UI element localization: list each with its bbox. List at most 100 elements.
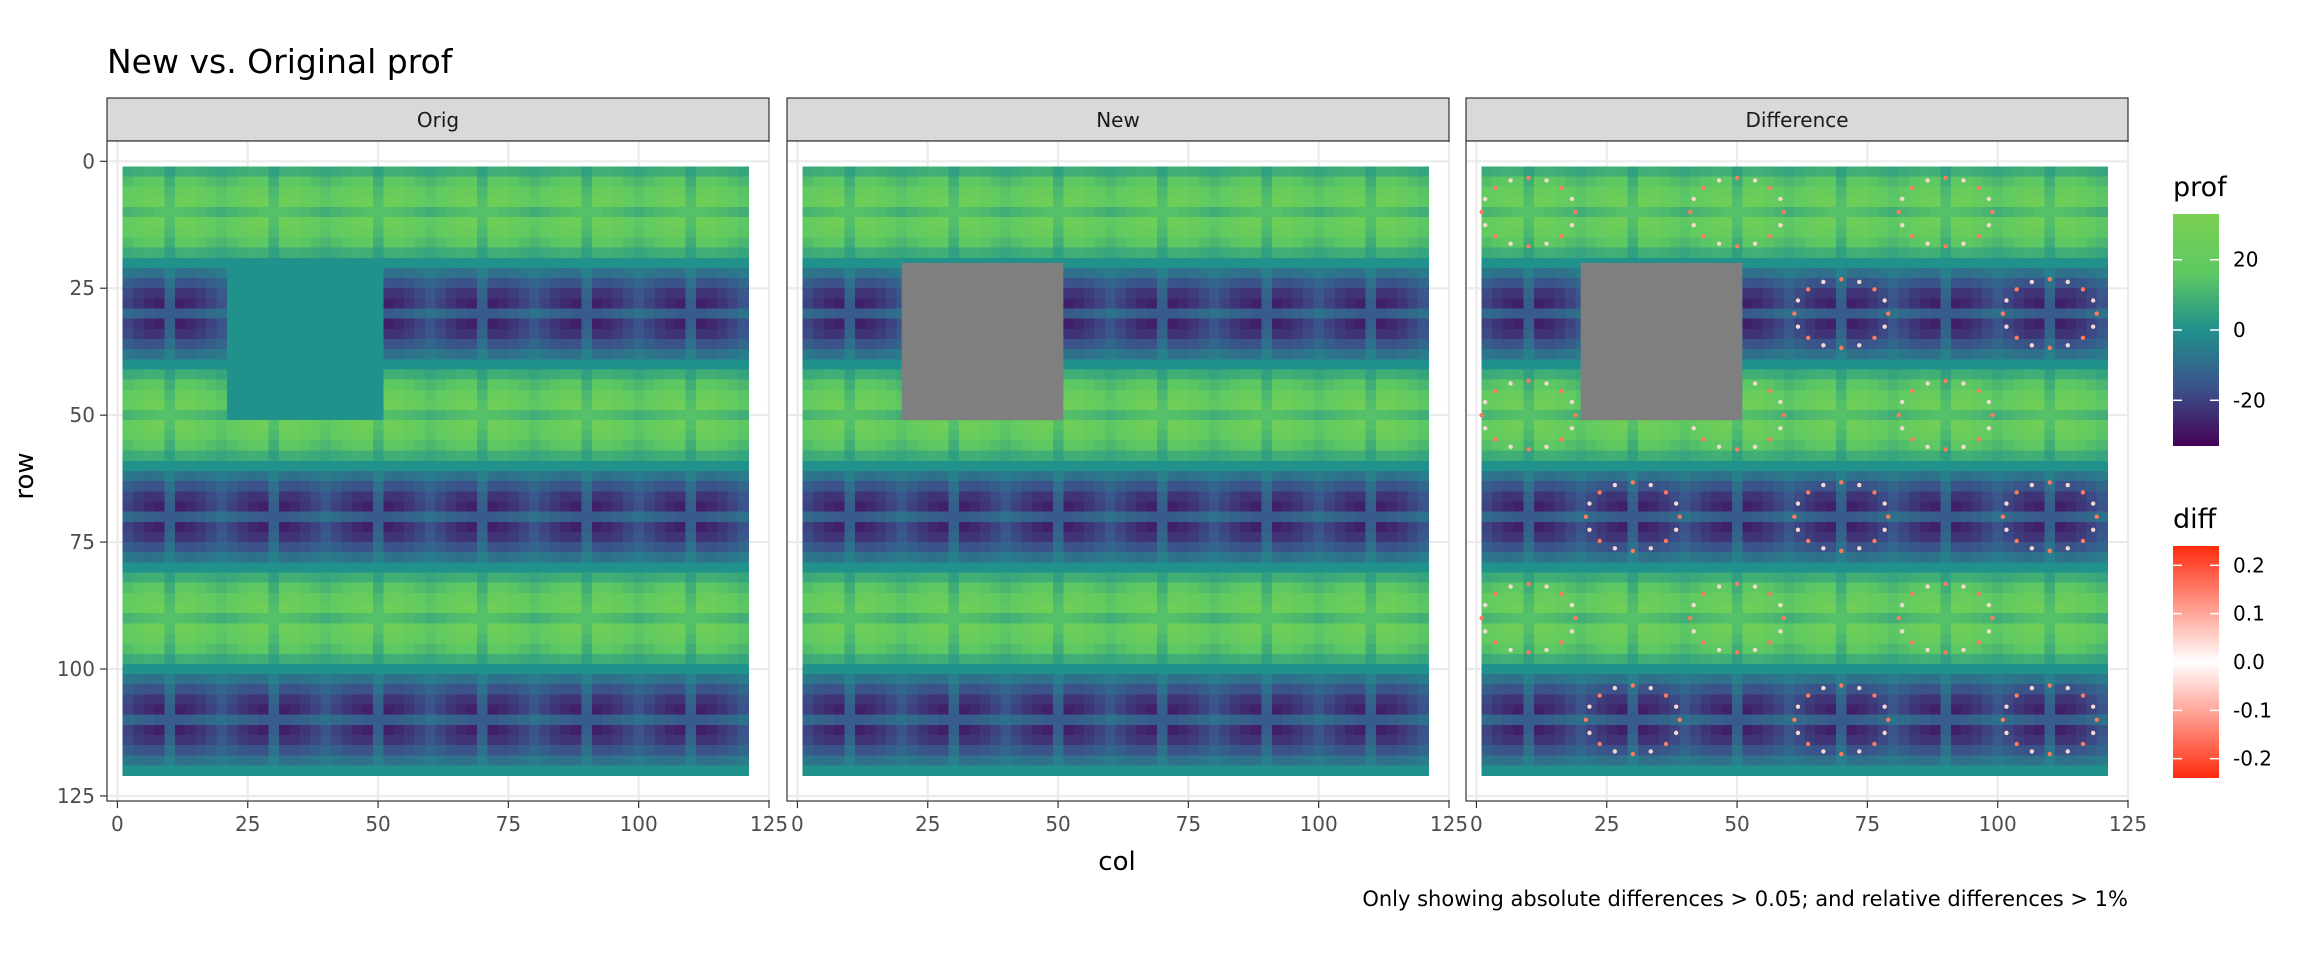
heatmap-tile	[383, 380, 394, 391]
heatmap-tile	[404, 562, 415, 573]
heatmap-tile	[1147, 380, 1158, 391]
heatmap-tile	[738, 694, 749, 705]
heatmap-tile	[488, 187, 499, 198]
heatmap-tile	[331, 278, 342, 289]
heatmap-tile	[529, 512, 540, 523]
heatmap-tile	[196, 197, 207, 208]
heatmap-tile	[279, 583, 290, 594]
heatmap-tile	[876, 207, 887, 218]
heatmap-tile	[613, 512, 624, 523]
heatmap-tile	[164, 248, 175, 259]
heatmap-tile	[300, 471, 311, 482]
heatmap-tile	[383, 258, 394, 269]
heatmap-tile	[855, 349, 866, 360]
heatmap-tile	[394, 288, 405, 299]
heatmap-tile	[321, 410, 332, 421]
heatmap-tile	[571, 278, 582, 289]
heatmap-tile	[488, 491, 499, 502]
heatmap-tile	[1105, 309, 1116, 320]
heatmap-tile	[613, 278, 624, 289]
heatmap-tile	[446, 532, 457, 543]
heatmap-tile	[876, 217, 887, 228]
heatmap-tile	[1042, 207, 1053, 218]
heatmap-tile	[1115, 207, 1126, 218]
heatmap-tile	[686, 491, 697, 502]
heatmap-tile	[529, 522, 540, 533]
heatmap-tile	[415, 633, 426, 644]
heatmap-tile	[519, 451, 530, 462]
heatmap-tile	[404, 217, 415, 228]
heatmap-tile	[269, 197, 280, 208]
heatmap-tile	[602, 613, 613, 624]
heatmap-tile	[279, 603, 290, 614]
heatmap-tile	[1084, 309, 1095, 320]
heatmap-tile	[529, 166, 540, 177]
heatmap-tile	[738, 430, 749, 441]
heatmap-tile	[675, 420, 686, 431]
heatmap-tile	[300, 227, 311, 238]
heatmap-tile	[1303, 248, 1314, 259]
heatmap-tile	[394, 501, 405, 512]
heatmap-tile	[1282, 349, 1293, 360]
heatmap-tile	[1345, 319, 1356, 330]
heatmap-tile	[269, 420, 280, 431]
heatmap-tile	[446, 765, 457, 776]
heatmap-tile	[467, 400, 478, 411]
heatmap-tile	[321, 522, 332, 533]
heatmap-tile	[1313, 349, 1324, 360]
heatmap-tile	[550, 339, 561, 350]
heatmap-tile	[425, 664, 436, 675]
heatmap-tile	[696, 552, 707, 563]
heatmap-tile	[237, 461, 248, 472]
heatmap-tile	[1084, 237, 1095, 248]
heatmap-tile	[248, 278, 259, 289]
heatmap-tile	[665, 755, 676, 766]
heatmap-tile	[477, 441, 488, 452]
heatmap-tile	[623, 237, 634, 248]
heatmap-tile	[623, 512, 634, 523]
heatmap-tile	[686, 227, 697, 238]
heatmap-tile	[1157, 380, 1168, 391]
heatmap-tile	[227, 227, 238, 238]
heatmap-tile	[446, 166, 457, 177]
heatmap-tile	[1042, 227, 1053, 238]
heatmap-tile	[435, 461, 446, 472]
heatmap-tile	[675, 512, 686, 523]
heatmap-tile	[717, 654, 728, 665]
heatmap-tile	[540, 735, 551, 746]
heatmap-tile	[633, 177, 644, 188]
heatmap-tile	[1022, 207, 1033, 218]
heatmap-tile	[143, 451, 154, 462]
heatmap-tile	[686, 237, 697, 248]
heatmap-tile	[143, 644, 154, 655]
heatmap-tile	[164, 339, 175, 350]
heatmap-tile	[675, 461, 686, 472]
heatmap-tile	[352, 248, 363, 259]
heatmap-tile	[185, 288, 196, 299]
heatmap-tile	[717, 603, 728, 614]
heatmap-tile	[1063, 237, 1074, 248]
heatmap-tile	[435, 644, 446, 655]
heatmap-tile	[133, 694, 144, 705]
heatmap-tile	[1334, 237, 1345, 248]
heatmap-tile	[696, 187, 707, 198]
heatmap-tile	[613, 593, 624, 604]
heatmap-tile	[686, 644, 697, 655]
heatmap-tile	[675, 268, 686, 279]
heatmap-tile	[373, 298, 384, 309]
heatmap-tile	[592, 633, 603, 644]
heatmap-tile	[289, 755, 300, 766]
heatmap-tile	[602, 248, 613, 259]
heatmap-tile	[717, 177, 728, 188]
heatmap-tile	[990, 177, 1001, 188]
heatmap-tile	[1397, 207, 1408, 218]
heatmap-tile	[415, 187, 426, 198]
heatmap-tile	[279, 319, 290, 330]
heatmap-tile	[133, 684, 144, 695]
heatmap-tile	[237, 237, 248, 248]
heatmap-tile	[498, 359, 509, 370]
heatmap-tile	[1199, 258, 1210, 269]
heatmap-tile	[717, 684, 728, 695]
heatmap-tile	[404, 339, 415, 350]
heatmap-tile	[123, 369, 134, 380]
